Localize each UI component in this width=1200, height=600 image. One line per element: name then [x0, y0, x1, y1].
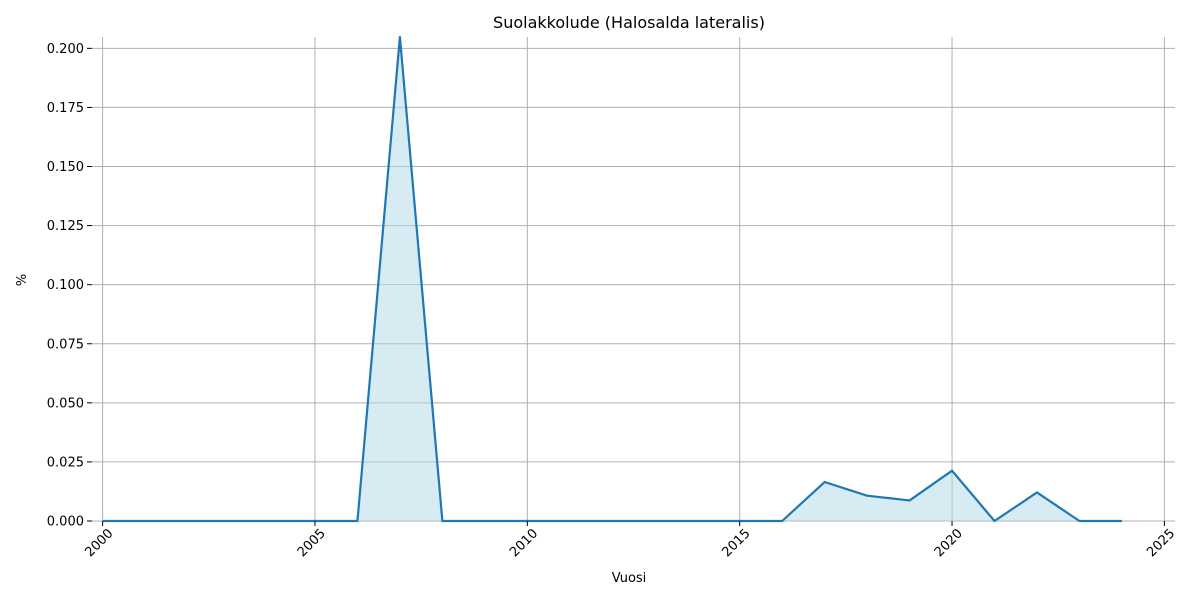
- y-axis-ticks: 0.000 0.025 0.050 0.075 0.100 0.125 0.150 0.175…: [47, 42, 92, 530]
- x-tick-label: 2015: [719, 526, 753, 560]
- data-point: [314, 520, 316, 522]
- x-tick-label: 2010: [507, 526, 541, 560]
- y-tick-label: 0.150: [47, 160, 84, 175]
- data-point: [229, 520, 231, 522]
- data-point: [356, 520, 358, 522]
- x-tick-label: 2025: [1144, 526, 1178, 560]
- data-point: [399, 36, 401, 38]
- data-point: [187, 520, 189, 522]
- y-tick-label: 0.100: [47, 278, 84, 293]
- data-point: [1036, 491, 1038, 493]
- x-tick-label: 2005: [295, 526, 329, 560]
- y-tick-label: 0.025: [47, 455, 84, 470]
- data-point: [102, 520, 104, 522]
- data-point: [1121, 520, 1123, 522]
- y-axis-label: %: [15, 274, 30, 286]
- y-tick-label: 0.050: [47, 396, 84, 411]
- y-tick-label: 0.175: [47, 101, 84, 116]
- data-point: [909, 499, 911, 501]
- x-axis-ticks: 2000 2005 2010 2015 2020 2025: [82, 521, 1178, 560]
- data-point: [739, 520, 741, 522]
- area-fill: [102, 37, 1122, 521]
- data-point: [144, 520, 146, 522]
- data-point: [866, 495, 868, 497]
- y-tick-label: 0.200: [47, 42, 84, 57]
- data-point: [994, 520, 996, 522]
- x-tick-label: 2020: [932, 526, 966, 560]
- data-point: [951, 470, 953, 472]
- data-point: [272, 520, 274, 522]
- data-point: [824, 481, 826, 483]
- data-point: [441, 520, 443, 522]
- data-point: [569, 520, 571, 522]
- data-points: [102, 36, 1123, 522]
- series-line: [102, 35, 1122, 523]
- chart-title: Suolakkolude (Halosalda lateralis): [493, 13, 765, 32]
- x-tick-label: 2000: [82, 526, 116, 560]
- data-point: [611, 520, 613, 522]
- data-point: [484, 520, 486, 522]
- y-tick-label: 0.075: [47, 337, 84, 352]
- data-point: [696, 520, 698, 522]
- y-tick-label: 0.000: [47, 515, 84, 530]
- data-point: [1078, 520, 1080, 522]
- data-point: [781, 520, 783, 522]
- data-point: [526, 520, 528, 522]
- x-axis-label: Vuosi: [612, 571, 647, 586]
- y-tick-label: 0.125: [47, 219, 84, 234]
- grid: [92, 37, 1175, 522]
- data-point: [654, 520, 656, 522]
